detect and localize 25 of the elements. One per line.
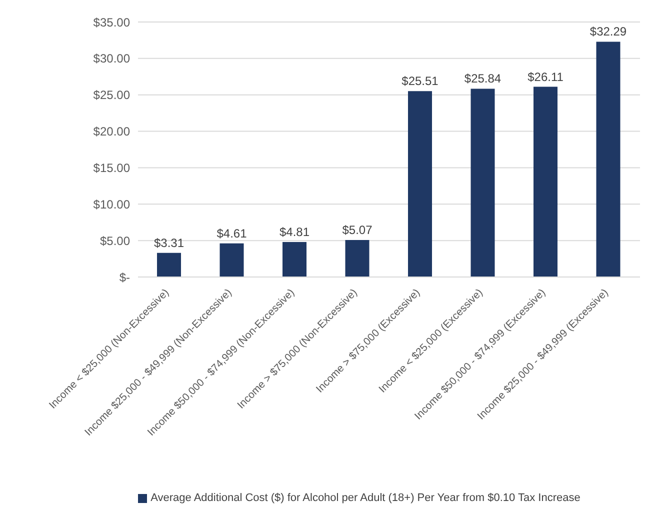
bar (534, 86, 558, 277)
y-tick-label: $15.00 (93, 160, 130, 175)
y-tick-label: $- (119, 270, 130, 284)
data-label: $25.51 (402, 74, 439, 88)
data-label: $5.07 (342, 223, 373, 238)
data-label: $25.84 (464, 72, 502, 86)
bar (282, 242, 306, 277)
bar (596, 42, 620, 277)
y-tick-label: $10.00 (93, 197, 130, 212)
y-tick-label: $30.00 (93, 52, 130, 66)
y-tick-label: $5.00 (100, 234, 130, 248)
y-tick-label: $25.00 (93, 88, 130, 102)
bar (345, 240, 370, 277)
data-label: $4.61 (216, 226, 248, 240)
legend-label: Average Additional Cost ($) for Alcohol per Adult (18+) Per Year from $0.10 Tax Increase (150, 492, 580, 504)
bar (408, 91, 432, 277)
bar (220, 243, 244, 277)
data-label: $3.31 (154, 236, 184, 250)
bar (157, 252, 181, 277)
data-label: $4.81 (279, 224, 310, 239)
y-tick-label: $35.00 (93, 15, 130, 30)
data-label: $32.29 (590, 24, 627, 39)
y-tick-label: $20.00 (93, 124, 130, 139)
bar (470, 88, 495, 277)
data-label: $26.11 (528, 70, 564, 84)
